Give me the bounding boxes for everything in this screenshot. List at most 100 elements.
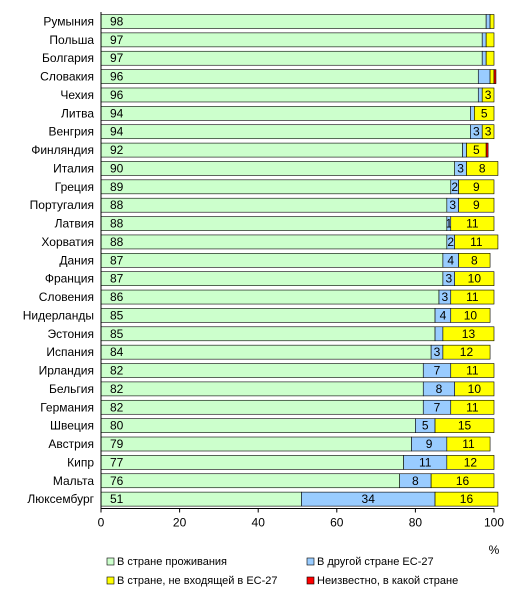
category-label: Хорватия bbox=[41, 235, 94, 249]
data-label: 97 bbox=[110, 33, 124, 47]
category-label: Чехия bbox=[60, 88, 94, 102]
data-label: 51 bbox=[110, 492, 124, 506]
category-label: Словакия bbox=[40, 70, 94, 84]
legend-label: Неизвестно, в какой стране bbox=[317, 575, 458, 587]
bar-segment-s0 bbox=[100, 179, 452, 195]
category-label: Мальта bbox=[53, 474, 94, 488]
category-label: Румыния bbox=[43, 15, 94, 29]
data-label: 97 bbox=[110, 51, 124, 65]
data-label: 84 bbox=[110, 345, 124, 359]
bar-segment-s2 bbox=[442, 344, 491, 360]
data-label: 10 bbox=[464, 308, 478, 322]
data-label: 76 bbox=[110, 474, 124, 488]
data-label: 80 bbox=[110, 419, 124, 433]
bar-segment-s0 bbox=[100, 418, 416, 433]
category-label: Дания bbox=[59, 253, 94, 267]
bar-segment-s1 bbox=[434, 326, 444, 342]
bar-segment-s0 bbox=[100, 87, 479, 103]
data-label: 10 bbox=[468, 272, 482, 286]
data-label: 2 bbox=[447, 235, 454, 249]
data-label: 96 bbox=[110, 88, 124, 102]
x-tick-label: 20 bbox=[173, 515, 187, 529]
category-label: Литва bbox=[61, 106, 94, 120]
data-label: 3 bbox=[473, 125, 480, 139]
bar-segment-s2 bbox=[454, 381, 495, 397]
data-label: 5 bbox=[481, 106, 488, 120]
data-label: 5 bbox=[422, 419, 429, 433]
data-label: 82 bbox=[110, 382, 124, 396]
data-label: 90 bbox=[110, 161, 124, 175]
data-label: 5 bbox=[473, 143, 480, 157]
data-label: 88 bbox=[110, 217, 124, 231]
bar-segment-s2 bbox=[485, 50, 495, 66]
x-tick-label: 80 bbox=[409, 515, 423, 529]
bar-segment-s2 bbox=[434, 491, 499, 507]
data-label: 82 bbox=[110, 400, 124, 414]
bar-segment-s0 bbox=[100, 289, 440, 305]
bar-segment-s1 bbox=[477, 87, 483, 103]
data-label: 86 bbox=[110, 290, 124, 304]
category-label: Латвия bbox=[55, 217, 94, 231]
data-label: 2 bbox=[451, 180, 458, 194]
bar-segment-s1 bbox=[485, 14, 491, 29]
bar-segment-s1 bbox=[481, 50, 487, 66]
data-label: 11 bbox=[466, 400, 479, 414]
legend-label: В стране, не входящей в ЕС-27 bbox=[117, 575, 278, 587]
bar-segment-s2 bbox=[450, 308, 491, 323]
data-label: 3 bbox=[449, 198, 456, 212]
data-label: 16 bbox=[460, 492, 474, 506]
data-label: 85 bbox=[110, 327, 124, 341]
category-label: Нидерланды bbox=[23, 308, 94, 322]
category-label: Эстония bbox=[48, 327, 95, 341]
data-label: 11 bbox=[470, 235, 483, 249]
x-tick-label: 40 bbox=[252, 515, 266, 529]
bar-segment-s2 bbox=[474, 106, 495, 121]
data-label: 94 bbox=[110, 106, 124, 120]
bar-segment-s0 bbox=[100, 473, 400, 489]
bar-segment-s2 bbox=[446, 455, 495, 470]
bar-segment-s2 bbox=[450, 289, 495, 305]
bar-segment-s2 bbox=[489, 14, 495, 29]
bar-segment-s0 bbox=[100, 197, 448, 213]
category-label: Франция bbox=[45, 272, 94, 286]
data-label: 11 bbox=[466, 290, 479, 304]
data-label: 3 bbox=[442, 290, 449, 304]
bar-segment-s0 bbox=[100, 32, 483, 48]
category-label: Болгария bbox=[42, 51, 94, 65]
bar-segment-s0 bbox=[100, 50, 483, 66]
data-label: 15 bbox=[458, 419, 472, 433]
legend-swatch bbox=[306, 557, 315, 566]
bar-segment-s0 bbox=[100, 271, 444, 286]
bar-segment-s3 bbox=[493, 69, 497, 84]
category-label: Венгрия bbox=[48, 125, 94, 139]
data-label: 8 bbox=[412, 474, 419, 488]
legend: В стране проживания В другой стране ЕС-27… bbox=[106, 556, 458, 587]
data-label: 7 bbox=[434, 364, 441, 378]
bar-segment-s2 bbox=[450, 363, 495, 378]
x-tick-label: 60 bbox=[330, 515, 344, 529]
x-axis: 0 20 40 60 80 100 bbox=[98, 12, 504, 529]
bar-segment-s2 bbox=[481, 124, 495, 140]
data-label: 11 bbox=[462, 437, 475, 451]
bar-segment-s2 bbox=[446, 436, 491, 452]
data-label: 3 bbox=[457, 161, 464, 175]
bar-segment-s2 bbox=[434, 418, 495, 433]
bar-segment-s0 bbox=[100, 161, 456, 176]
category-label: Кипр bbox=[67, 455, 94, 469]
category-label: Ирландия bbox=[39, 364, 94, 378]
data-label: 9 bbox=[473, 198, 480, 212]
data-label: 12 bbox=[460, 345, 474, 359]
data-label: 89 bbox=[110, 180, 124, 194]
data-label: 88 bbox=[110, 235, 124, 249]
legend-swatch bbox=[306, 576, 315, 585]
data-label: 87 bbox=[110, 253, 124, 267]
legend-label: В стране проживания bbox=[117, 556, 227, 568]
data-label: 4 bbox=[440, 308, 447, 322]
bar-segment-s2 bbox=[450, 399, 495, 415]
bar-segment-s2 bbox=[485, 32, 495, 48]
data-label: 8 bbox=[471, 253, 478, 267]
category-label: Словения bbox=[39, 290, 94, 304]
bar-segment-s0 bbox=[100, 69, 479, 84]
unit-label: % bbox=[489, 543, 500, 557]
